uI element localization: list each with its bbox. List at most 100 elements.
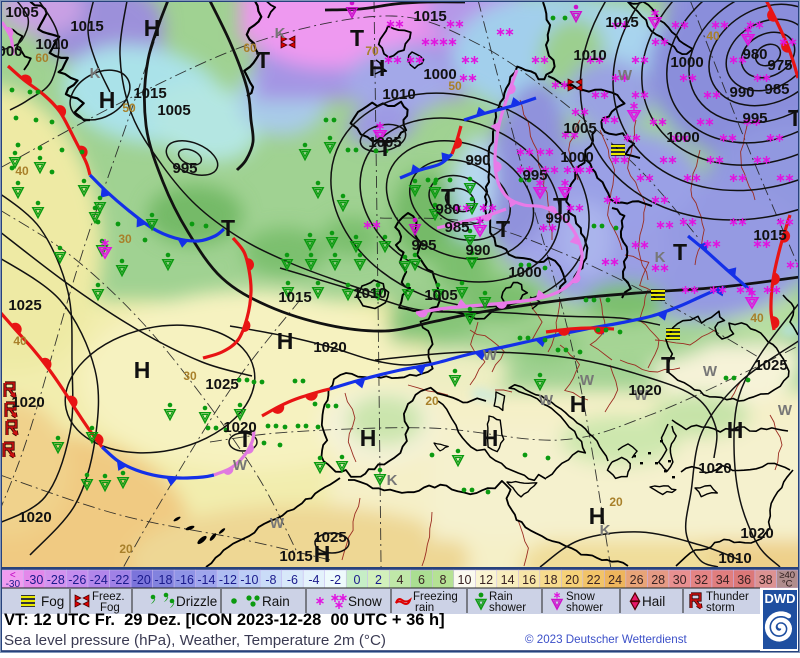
svg-text:1015: 1015: [279, 548, 312, 565]
svg-text:H: H: [314, 541, 331, 567]
svg-text:1015: 1015: [753, 227, 786, 244]
svg-text:985: 985: [444, 219, 469, 236]
svg-text:K: K: [655, 249, 666, 266]
svg-text:2: 2: [375, 573, 382, 587]
svg-text:34: 34: [716, 573, 730, 587]
svg-text:20: 20: [119, 542, 133, 556]
svg-text:T: T: [673, 239, 687, 265]
svg-text:K: K: [387, 472, 398, 489]
svg-text:1010: 1010: [35, 36, 68, 53]
svg-text:Rain: Rain: [262, 594, 290, 609]
svg-text:H: H: [277, 328, 294, 354]
svg-text:1015: 1015: [605, 14, 638, 31]
svg-text:1015: 1015: [278, 289, 311, 306]
svg-text:50: 50: [122, 101, 136, 115]
svg-text:38: 38: [759, 573, 773, 587]
svg-text:1020: 1020: [740, 525, 773, 542]
svg-text:1000: 1000: [670, 54, 703, 71]
svg-text:0: 0: [354, 573, 361, 587]
svg-text:W: W: [634, 387, 649, 404]
svg-text:975: 975: [767, 57, 792, 74]
svg-text:W: W: [703, 363, 718, 380]
svg-text:28: 28: [651, 573, 665, 587]
svg-text:-4: -4: [308, 573, 319, 587]
svg-text:1010: 1010: [718, 550, 751, 567]
svg-text:26: 26: [630, 573, 644, 587]
svg-text:-10: -10: [240, 573, 258, 587]
svg-text:H: H: [482, 425, 499, 451]
svg-text:6: 6: [418, 573, 425, 587]
svg-text:W: W: [483, 347, 498, 364]
svg-text:H: H: [369, 55, 386, 81]
svg-text:T: T: [378, 135, 392, 161]
svg-text:20: 20: [565, 573, 579, 587]
svg-text:K: K: [90, 65, 101, 82]
svg-text:W: W: [539, 392, 554, 409]
svg-text:T: T: [496, 216, 510, 242]
svg-text:1020: 1020: [313, 339, 346, 356]
svg-text:-20: -20: [133, 573, 151, 587]
svg-text:T: T: [350, 25, 364, 51]
svg-text:990: 990: [465, 242, 490, 259]
svg-text:24: 24: [608, 573, 622, 587]
svg-text:995: 995: [522, 167, 547, 184]
svg-text:30: 30: [183, 369, 197, 383]
svg-text:T: T: [256, 47, 270, 73]
svg-text:-22: -22: [111, 573, 129, 587]
svg-text:K: K: [275, 25, 286, 42]
svg-text:995: 995: [742, 110, 767, 127]
svg-text:1020: 1020: [11, 394, 44, 411]
svg-text:985: 985: [764, 81, 789, 98]
svg-text:H: H: [99, 87, 116, 113]
svg-text:Snow: Snow: [566, 591, 595, 603]
svg-text:1000: 1000: [560, 149, 593, 166]
svg-text:1010: 1010: [573, 47, 606, 64]
svg-text:Rain: Rain: [489, 591, 513, 603]
svg-text:1025: 1025: [8, 297, 41, 314]
svg-text:shower: shower: [566, 602, 603, 614]
svg-text:© 2023 Deutscher Wetterdienst: © 2023 Deutscher Wetterdienst: [525, 633, 687, 646]
svg-text:995: 995: [411, 237, 436, 254]
svg-text:36: 36: [737, 573, 751, 587]
svg-text:W: W: [618, 67, 633, 84]
svg-text:10: 10: [458, 573, 472, 587]
svg-text:1020: 1020: [698, 460, 731, 477]
svg-text:1005: 1005: [368, 134, 401, 151]
svg-text:60: 60: [35, 51, 49, 65]
svg-text:1015: 1015: [133, 85, 166, 102]
svg-text:1005: 1005: [563, 120, 596, 137]
svg-text:22: 22: [587, 573, 601, 587]
svg-text:20: 20: [609, 495, 623, 509]
svg-text:storm: storm: [706, 602, 735, 614]
svg-text:W: W: [233, 457, 248, 474]
svg-text:1010: 1010: [382, 86, 415, 103]
svg-text:18: 18: [544, 573, 558, 587]
svg-text:16: 16: [522, 573, 536, 587]
svg-text:H: H: [134, 357, 151, 383]
svg-text:1000: 1000: [666, 129, 699, 146]
svg-text:995: 995: [172, 160, 197, 177]
svg-text:1005: 1005: [424, 287, 457, 304]
svg-text:-30: -30: [25, 573, 43, 587]
svg-text:8: 8: [440, 573, 447, 587]
svg-text:-30: -30: [6, 579, 21, 590]
svg-text:32: 32: [694, 573, 708, 587]
svg-text:40: 40: [13, 334, 27, 348]
svg-text:990: 990: [465, 152, 490, 169]
svg-text:12: 12: [479, 573, 493, 587]
svg-text:70: 70: [365, 44, 379, 58]
svg-text:-6: -6: [287, 573, 298, 587]
svg-text:Fog: Fog: [100, 602, 120, 614]
svg-text:H: H: [360, 425, 377, 451]
svg-text:Freez.: Freez.: [92, 591, 125, 603]
svg-text:Thunder: Thunder: [706, 591, 749, 603]
svg-text:<: <: [10, 570, 16, 581]
svg-text:4: 4: [397, 573, 404, 587]
svg-text:T: T: [788, 105, 800, 131]
svg-text:Fog: Fog: [41, 594, 64, 609]
svg-text:-16: -16: [176, 573, 194, 587]
svg-text:-2: -2: [330, 573, 341, 587]
svg-text:Snow: Snow: [348, 594, 382, 609]
svg-text:1015: 1015: [70, 18, 103, 35]
svg-text:VT: 12 UTC Fr. 29 Dez. [ICON: VT: 12 UTC Fr. 29 Dez. [ICON 2023-12-28 …: [4, 611, 445, 629]
